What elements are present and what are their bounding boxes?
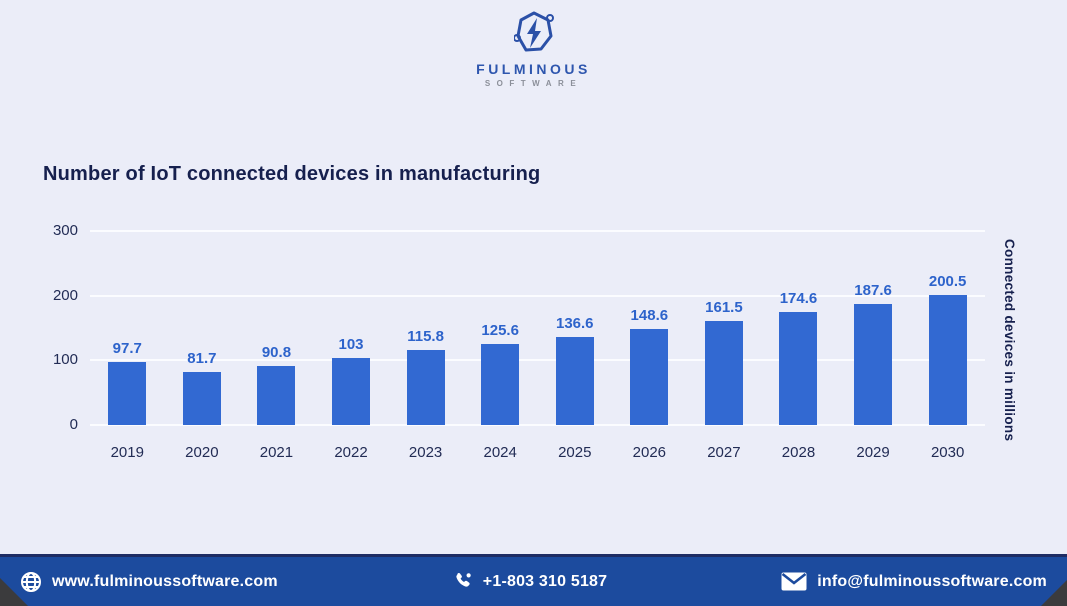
y-axis-tick-0: 0 bbox=[69, 416, 78, 433]
bar-slot-2030: 200.5 2030 bbox=[910, 231, 985, 461]
bar-2022 bbox=[332, 358, 371, 425]
website-text: www.fulminoussoftware.com bbox=[52, 572, 278, 590]
email-text: info@fulminoussoftware.com bbox=[817, 572, 1047, 590]
bar-2019 bbox=[108, 361, 147, 425]
corner-decoration-right bbox=[1041, 580, 1067, 606]
brand-name: FULMINOUS bbox=[476, 61, 591, 77]
value-label-2028: 174.6 bbox=[779, 290, 818, 308]
x-axis-label-2027: 2027 bbox=[707, 444, 741, 461]
bar-2027 bbox=[704, 320, 743, 425]
brand-header: FULMINOUS SOFTWARE bbox=[0, 10, 1067, 88]
value-label-2022: 103 bbox=[338, 336, 364, 354]
x-axis-label-2020: 2020 bbox=[185, 444, 219, 461]
x-axis-label-2024: 2024 bbox=[483, 444, 517, 461]
y-axis-tick-300: 300 bbox=[52, 222, 78, 239]
corner-decoration-left bbox=[0, 578, 28, 606]
bar-2020 bbox=[182, 372, 221, 425]
x-axis-label-2022: 2022 bbox=[334, 444, 368, 461]
bar-2029 bbox=[854, 303, 893, 425]
bar-2024 bbox=[481, 343, 520, 425]
value-label-2030: 200.5 bbox=[928, 273, 967, 291]
fulminous-logo-icon bbox=[513, 11, 554, 52]
bar-slot-2021: 90.8 2021 bbox=[239, 231, 314, 461]
footer-bar: www.fulminoussoftware.com +1-803 310 518… bbox=[0, 554, 1067, 606]
phone-text: +1-803 310 5187 bbox=[482, 572, 608, 590]
bar-2023 bbox=[406, 350, 445, 425]
website-link[interactable]: www.fulminoussoftware.com bbox=[20, 571, 278, 593]
y-axis-tick-100: 100 bbox=[52, 351, 78, 369]
value-label-2026: 148.6 bbox=[630, 306, 669, 324]
bar-slot-2024: 125.6 2024 bbox=[463, 231, 538, 461]
x-axis-label-2019: 2019 bbox=[110, 444, 144, 461]
value-label-2029: 187.6 bbox=[854, 281, 892, 299]
bar-2026 bbox=[630, 328, 669, 425]
phone-link[interactable]: +1-803 310 5187 bbox=[452, 571, 607, 592]
bar-slot-2029: 187.6 2029 bbox=[836, 231, 911, 461]
x-axis-label-2023: 2023 bbox=[408, 444, 443, 461]
bar-2030 bbox=[928, 295, 967, 425]
value-label-2020: 81.7 bbox=[187, 350, 217, 368]
bar-slot-2026: 148.6 2026 bbox=[612, 231, 687, 461]
bar-slot-2025: 136.6 2025 bbox=[537, 231, 612, 461]
x-axis-label-2026: 2026 bbox=[632, 444, 667, 461]
gridline-300 bbox=[90, 230, 985, 232]
phone-icon bbox=[456, 572, 471, 587]
value-label-2027: 161.5 bbox=[705, 298, 743, 316]
email-link[interactable]: info@fulminoussoftware.com bbox=[781, 572, 1047, 591]
brand-subtitle: SOFTWARE bbox=[484, 79, 583, 88]
bars-container: 97.7 2019 81.7 2020 90.8 2021 103 2022 115.8 2023… bbox=[90, 231, 985, 461]
bar-slot-2019: 97.7 2019 bbox=[90, 231, 165, 461]
value-label-2019: 97.7 bbox=[112, 339, 142, 357]
value-label-2021: 90.8 bbox=[261, 344, 292, 362]
bar-slot-2027: 161.5 2027 bbox=[687, 231, 762, 461]
gridline-100 bbox=[90, 359, 985, 362]
gridline-200 bbox=[90, 294, 985, 297]
bar-slot-2028: 174.6 2028 bbox=[761, 231, 836, 461]
x-axis-label-2029: 2029 bbox=[856, 444, 890, 461]
x-axis-label-2028: 2028 bbox=[781, 444, 816, 461]
bar-2025 bbox=[555, 336, 594, 425]
bar-slot-2020: 81.7 2020 bbox=[165, 231, 240, 461]
value-label-2023: 115.8 bbox=[407, 328, 444, 346]
x-axis-label-2021: 2021 bbox=[259, 444, 294, 461]
plot-area: 0 100 200 300 97.7 2019 81.7 2020 90.8 2021 103 202… bbox=[53, 222, 985, 461]
y-axis-tick-200: 200 bbox=[52, 286, 78, 304]
bar-slot-2022: 103 2022 bbox=[314, 231, 389, 461]
value-label-2025: 136.6 bbox=[555, 314, 594, 332]
bar-2021 bbox=[257, 366, 296, 425]
chart-title: Number of IoT connected devices in manuf… bbox=[43, 163, 541, 185]
bar-slot-2023: 115.8 2023 bbox=[388, 231, 463, 461]
right-axis-label: Connected devices in millions bbox=[1002, 238, 1017, 442]
bar-2028 bbox=[779, 312, 818, 425]
x-axis-label-2030: 2030 bbox=[930, 444, 965, 461]
gridline-0 bbox=[90, 424, 985, 426]
value-label-2024: 125.6 bbox=[481, 321, 519, 339]
x-axis-label-2025: 2025 bbox=[558, 444, 592, 461]
envelope-icon bbox=[781, 572, 807, 591]
